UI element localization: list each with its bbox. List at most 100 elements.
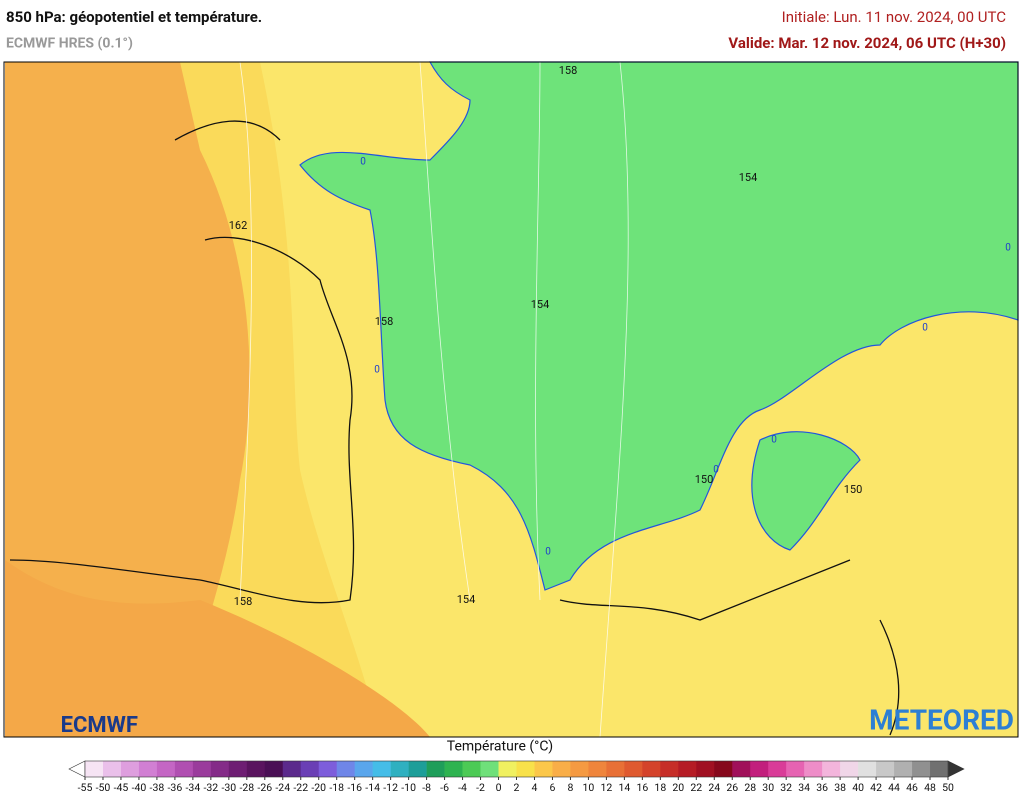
colorbar-tick-label: -12 — [383, 781, 398, 794]
contour-label: 154 — [457, 593, 476, 606]
colorbar-bin — [228, 761, 248, 777]
subzero-zone — [299, 61, 1019, 591]
isotherm-label: 0 — [771, 435, 777, 446]
colorbar-tick-label: -55 — [78, 781, 93, 794]
colorbar-bin — [534, 761, 553, 777]
colorbar-tick-label: 36 — [816, 781, 828, 794]
meteored-logo: METEORED — [869, 703, 1014, 736]
colorbar-tick-label: -45 — [114, 781, 129, 794]
colorbar-bin — [372, 761, 391, 777]
colorbar-bin — [354, 761, 373, 777]
colorbar-tick-label: -30 — [221, 781, 236, 794]
contour-label: 154 — [531, 298, 550, 311]
colorbar-tick-label: -26 — [257, 781, 272, 794]
colorbar-tick-label: -8 — [422, 781, 431, 794]
colorbar-tick-label: 40 — [852, 781, 864, 794]
colorbar-bin — [156, 761, 176, 777]
colorbar-bin — [768, 761, 787, 777]
colorbar-tick-label: 20 — [672, 781, 684, 794]
contour-label: 158 — [559, 64, 578, 77]
colorbar-tick-label: -10 — [401, 781, 416, 794]
colorbar-bin — [894, 761, 913, 777]
colorbar-bin — [930, 761, 949, 777]
colorbar-bin — [210, 761, 230, 777]
colorbar-tick-label: 18 — [654, 781, 666, 794]
colorbar-tick-label: 10 — [583, 781, 595, 794]
colorbar-tick-label: 28 — [744, 781, 756, 794]
colorbar-bin — [462, 761, 481, 777]
colorbar-bin — [246, 761, 266, 777]
colorbar-tick-label: -20 — [311, 781, 326, 794]
colorbar-tick-label: 14 — [618, 781, 630, 794]
colorbar-tick-label: 12 — [600, 781, 612, 794]
ecmwf-logo: ECMWF — [61, 713, 138, 738]
colorbar-tick-label: 44 — [888, 781, 900, 794]
colorbar-tick-label: -16 — [347, 781, 362, 794]
colorbar-bin — [606, 761, 625, 777]
colorbar-bin — [714, 761, 733, 777]
colorbar-tick-label: 16 — [636, 781, 648, 794]
isotherm-label: 0 — [922, 323, 928, 334]
colorbar-bin — [102, 761, 122, 777]
isotherm-label: 0 — [1005, 243, 1011, 254]
contour-label: 150 — [844, 483, 863, 496]
colorbar-tick-label: 8 — [567, 781, 573, 794]
colorbar-bin — [264, 761, 284, 777]
coastline — [9, 120, 900, 736]
title: 850 hPa: géopotentiel et température. — [6, 8, 262, 26]
colorbar-bin — [408, 761, 427, 777]
colorbar-bin — [570, 761, 589, 777]
valid-time: Valide: Mar. 12 nov. 2024, 06 UTC (H+30) — [728, 34, 1006, 52]
colorbar-tick-label: -40 — [132, 781, 147, 794]
spain-zone — [5, 560, 430, 737]
colorbar-bin — [786, 761, 805, 777]
colorbar-bin — [750, 761, 769, 777]
colorbar-bin — [282, 761, 302, 777]
colorbar-bin — [174, 761, 194, 777]
colorbar-bin — [192, 761, 212, 777]
colorbar-bin — [426, 761, 445, 777]
colorbar-tick-label: 46 — [906, 781, 918, 794]
colorbar-bin — [318, 761, 338, 777]
colorbar-tick-label: -2 — [476, 781, 485, 794]
colorbar-tick-label: 38 — [834, 781, 846, 794]
colorbar-tick-label: 30 — [762, 781, 774, 794]
colorbar-bin — [678, 761, 697, 777]
map-frame — [3, 61, 1019, 738]
colorbar-bin — [732, 761, 751, 777]
colorbar-bin — [912, 761, 931, 777]
colorbar-bin — [498, 761, 517, 777]
colorbar-bin — [876, 761, 895, 777]
model-name: ECMWF HRES (0.1°) — [6, 36, 133, 52]
colorbar-bin — [300, 761, 320, 777]
map: ECMWF METEORED — [5, 61, 1019, 738]
colorbar-bin — [444, 761, 463, 777]
legend-title: Température (°C) — [447, 739, 553, 755]
colorbar-high-arrow — [947, 760, 965, 778]
colorbar-bin — [120, 761, 140, 777]
contour-label: 158 — [234, 595, 253, 608]
colorbar-low-arrow — [68, 760, 86, 778]
colorbar-tick-label: 32 — [780, 781, 792, 794]
contour-label: 158 — [375, 315, 394, 328]
colorbar-tick-label: 42 — [870, 781, 882, 794]
colorbar-tick-label: 48 — [924, 781, 936, 794]
colorbar-tick-label: -34 — [186, 781, 201, 794]
colorbar-tick-label: 24 — [708, 781, 720, 794]
colorbar-bin — [624, 761, 643, 777]
colorbar-tick-label: -28 — [239, 781, 254, 794]
colorbar-bin — [696, 761, 715, 777]
colorbar-bin — [138, 761, 158, 777]
colorbar-bin — [480, 761, 499, 777]
colorbar-tick-label: 50 — [942, 781, 954, 794]
colorbar-tick-label: 6 — [550, 781, 556, 794]
colorbar-tick-label: -24 — [275, 781, 290, 794]
colorbar-tick-label: -36 — [168, 781, 183, 794]
colorbar-tick-label: -32 — [203, 781, 218, 794]
colorbar-bin — [858, 761, 877, 777]
colorbar-bin — [516, 761, 535, 777]
isotherm-label: 0 — [360, 157, 366, 168]
colorbar-tick-label: 34 — [798, 781, 810, 794]
colorbar-bin — [822, 761, 841, 777]
